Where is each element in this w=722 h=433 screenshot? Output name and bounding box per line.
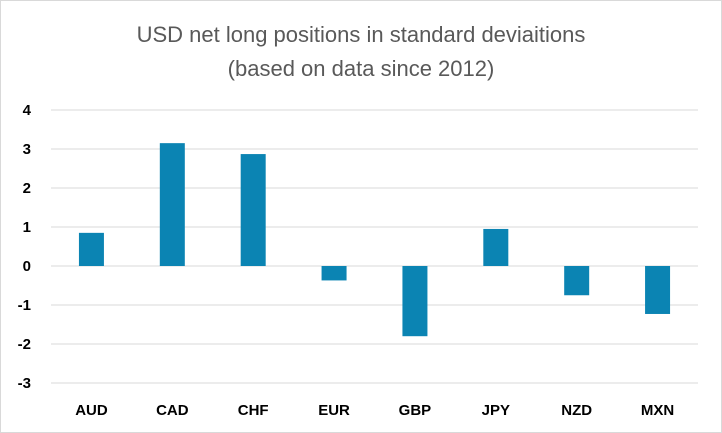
bar-jpy [483,228,509,266]
x-tick-label: MXN [641,402,674,419]
bar-chf [240,154,266,266]
x-tick-label: NZD [561,402,592,419]
x-tick-label: AUD [75,402,108,419]
x-tick-label: CAD [156,402,189,419]
y-tick-label: 0 [23,258,31,275]
x-tick-label: CHF [238,402,269,419]
y-tick-label: 4 [23,102,32,119]
x-tick-label: GBP [399,402,432,419]
y-tick-label: -2 [18,336,31,353]
chart-title: USD net long positions in standard devia… [136,22,586,47]
bar-gbp [402,266,428,337]
bar-cad [159,143,185,266]
bar-nzd [564,266,590,296]
bar-eur [321,266,347,281]
chart-subtitle: (based on data since 2012) [227,56,495,81]
y-tick-label: 2 [23,180,31,197]
y-tick-label: -3 [18,375,31,392]
y-tick-label: -1 [18,297,31,314]
x-tick-label: JPY [482,402,510,419]
y-tick-label: 3 [23,141,31,158]
y-tick-label: 1 [23,219,31,236]
x-tick-label: EUR [318,402,350,419]
bar-mxn [645,266,671,314]
bar-aud [78,232,104,266]
